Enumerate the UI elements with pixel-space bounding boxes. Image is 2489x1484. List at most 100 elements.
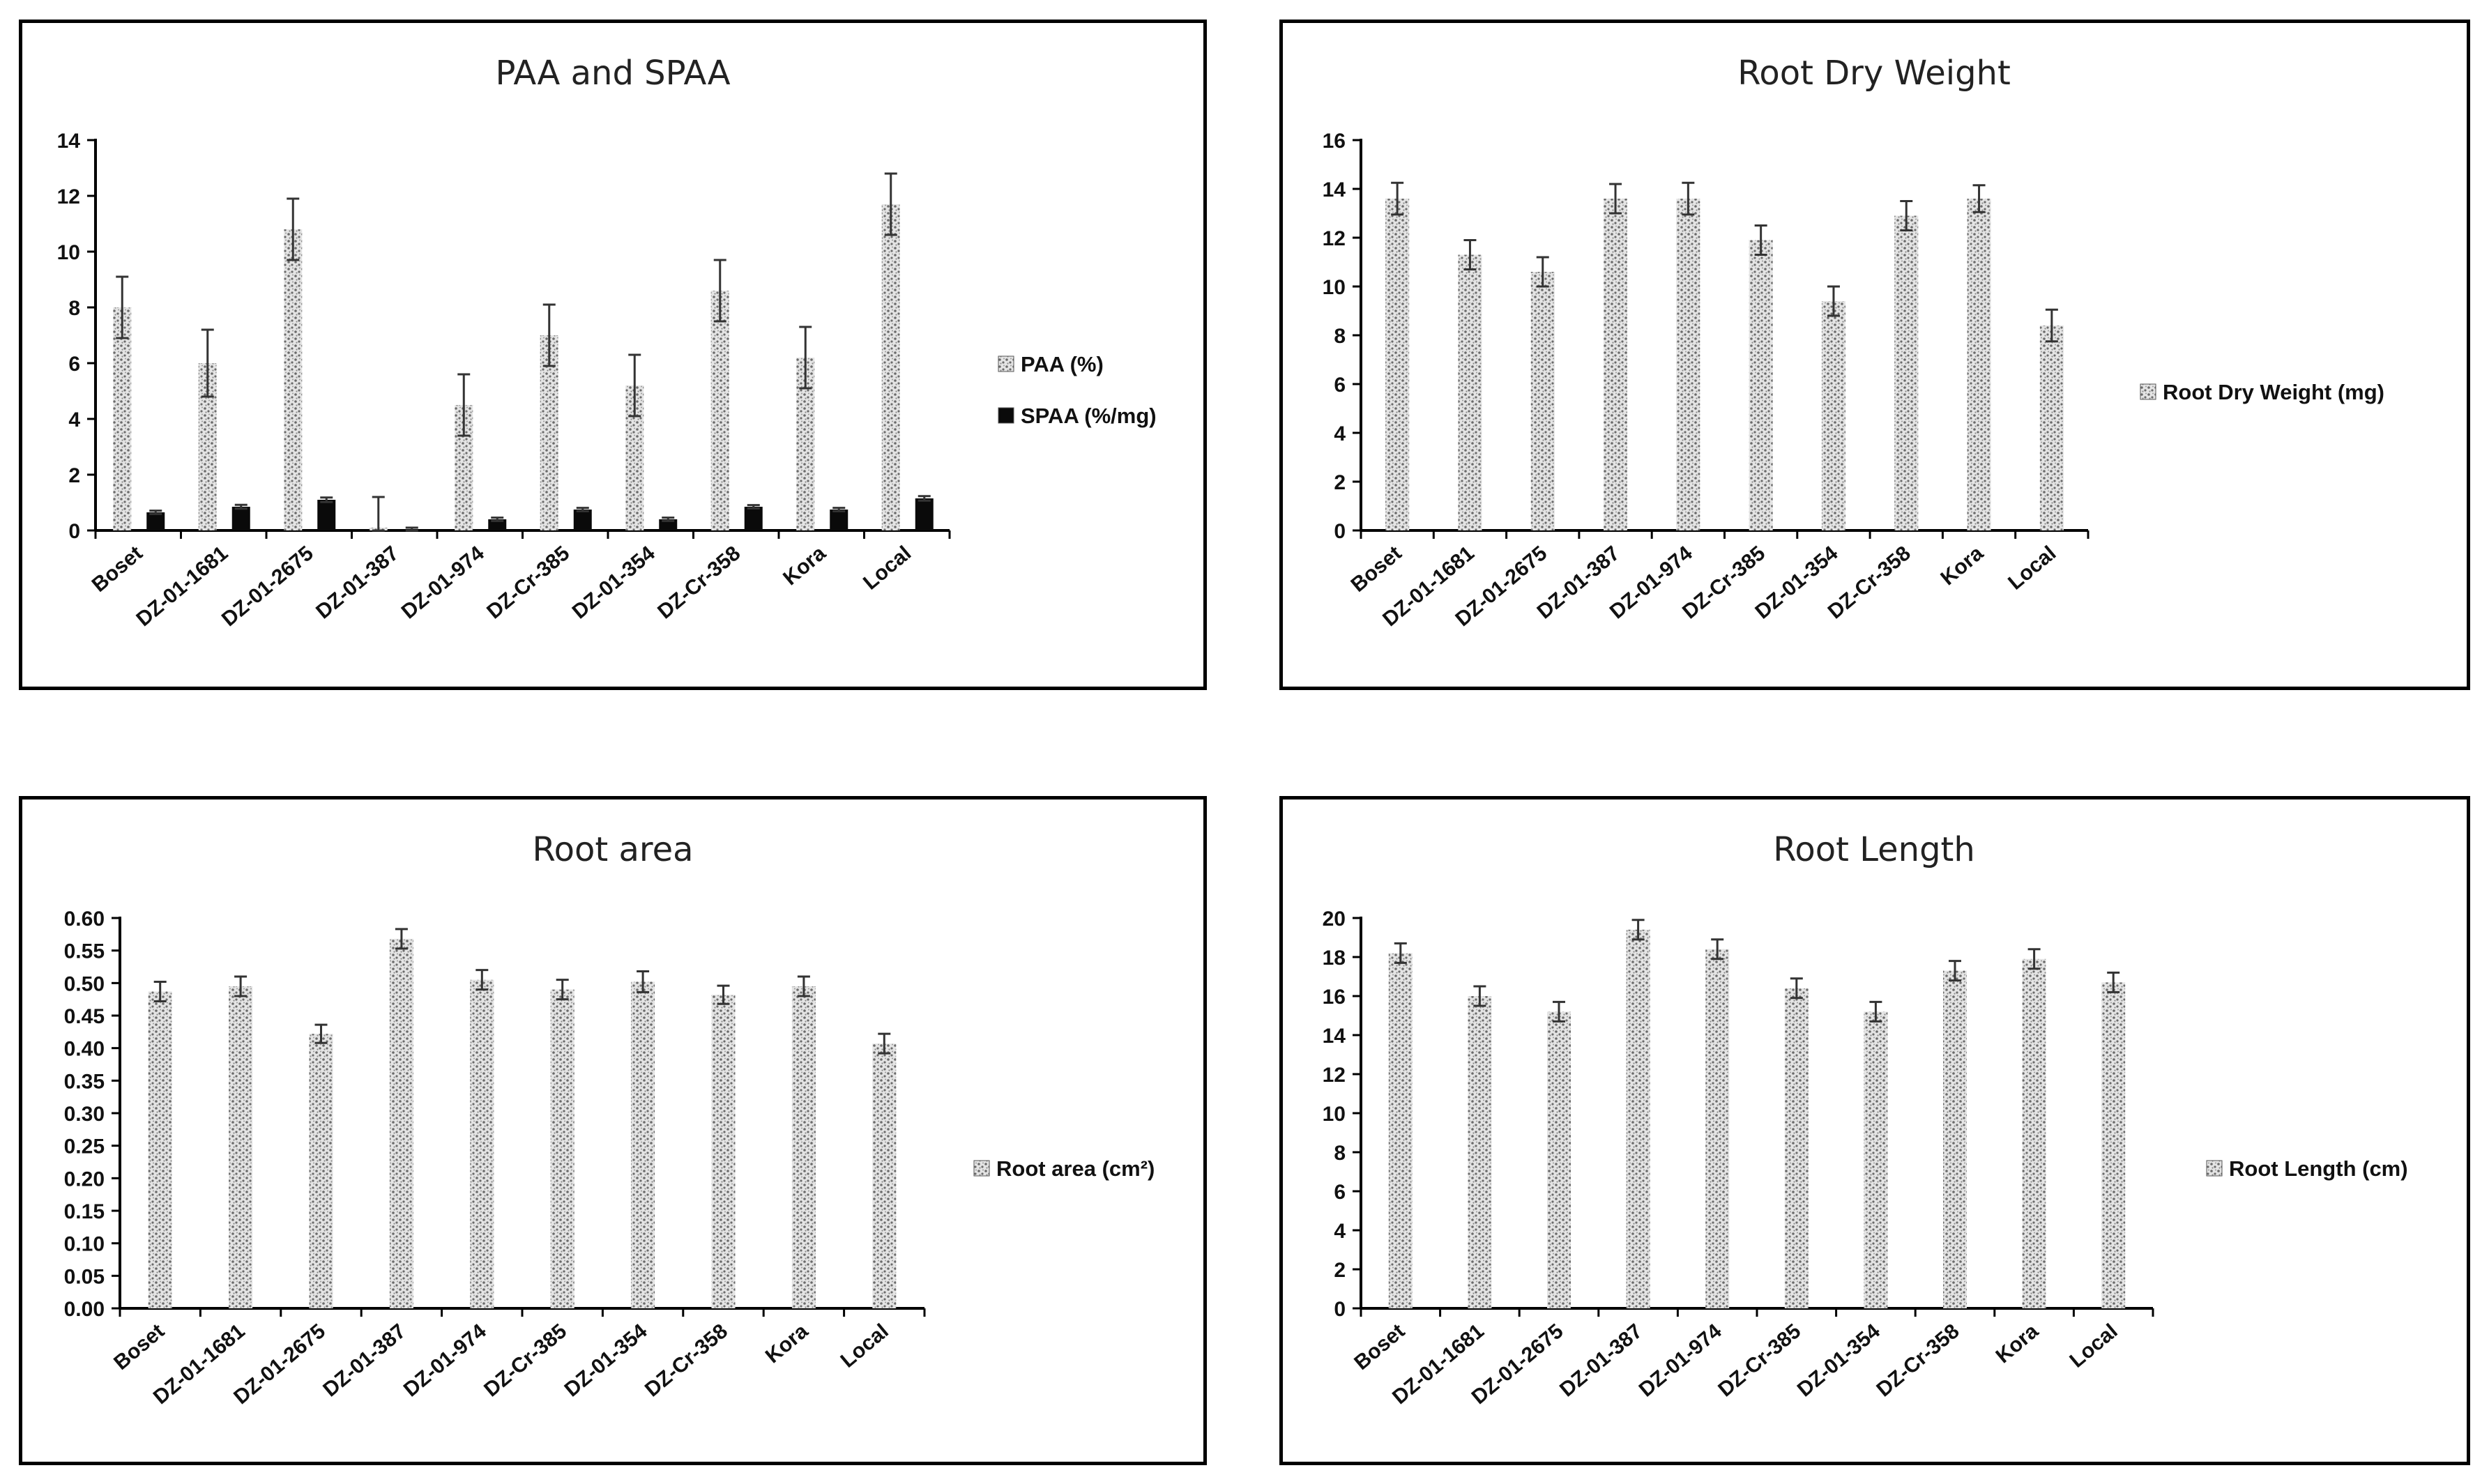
x-category-label: DZ-01-974 <box>397 542 489 624</box>
bar <box>317 500 336 530</box>
error-bar <box>372 496 385 532</box>
legend-swatch <box>998 407 1014 424</box>
bar <box>1864 1011 1888 1308</box>
bar <box>711 995 736 1308</box>
error-bar <box>878 1032 891 1055</box>
x-category-label: Local <box>837 1319 893 1372</box>
bar <box>2101 982 2126 1308</box>
chart-panel-root-area: Root area 0.00 0.05 0.10 0.15 0.20 0.25 0.30 0.3… <box>19 796 1207 1465</box>
bar <box>1749 240 1773 530</box>
y-tick-label: 4 <box>1334 422 1346 445</box>
bar <box>1943 970 1967 1308</box>
error-bar <box>918 495 931 502</box>
y-tick-label: 0.40 <box>64 1038 105 1061</box>
error-bar <box>542 303 556 367</box>
bar <box>1604 199 1628 530</box>
bar <box>148 991 172 1308</box>
y-tick-label: 16 <box>1323 986 1346 1009</box>
bar <box>830 510 848 530</box>
x-category-label: Kora <box>1936 542 1988 590</box>
x-category-label: DZ-01-354 <box>568 542 660 624</box>
error-bar <box>234 975 248 997</box>
chart-title: Root Length <box>1773 830 1975 869</box>
y-tick-label: 8 <box>1334 1142 1346 1165</box>
error-bar <box>457 373 471 437</box>
y-tick-label: 10 <box>57 241 80 264</box>
error-bar <box>1949 960 1961 982</box>
bar <box>1821 301 1845 530</box>
y-tick-label: 12 <box>57 185 80 208</box>
error-bar <box>1711 938 1724 961</box>
y-tick-label: 10 <box>1323 1103 1346 1126</box>
error-bar <box>662 517 675 522</box>
error-bar <box>2107 971 2120 993</box>
y-tick-label: 14 <box>57 130 81 153</box>
error-bar <box>1609 183 1622 215</box>
chart-svg: PAA and SPAA02468101214BosetDZ-01-1681DZ… <box>57 54 1157 631</box>
x-category-label: DZ-Cr-385 <box>1714 1319 1805 1401</box>
x-category-label: DZ-01-387 <box>319 1319 410 1401</box>
x-category-label: Kora <box>1992 1319 2043 1368</box>
error-bar <box>1553 1000 1565 1023</box>
y-tick-label: 10 <box>1323 276 1346 299</box>
bar <box>573 510 592 530</box>
bar <box>1388 953 1413 1308</box>
error-bar <box>201 328 214 398</box>
chart-panel-root-length: Root Length 0 2 4 6 8 10 12 14 16 18 20 Boset DZ-01-1… <box>1279 796 2470 1465</box>
chart-panel-paa-spaa: PAA and SPAA 0 2 4 6 8 10 12 14 Boset DZ-01-1681 DZ… <box>19 20 1207 690</box>
bar <box>1468 996 1492 1308</box>
error-bar <box>1972 184 1986 213</box>
chart-title: PAA and SPAA <box>495 54 730 93</box>
error-bar <box>1754 224 1767 256</box>
bar <box>881 204 900 530</box>
x-category-label: Boset <box>88 542 147 597</box>
x-category-label: Kora <box>761 1319 813 1368</box>
bar <box>1626 929 1650 1308</box>
legend-swatch <box>998 355 1014 372</box>
error-bar <box>475 969 489 991</box>
y-tick-label: 8 <box>68 297 80 320</box>
bar <box>1530 272 1555 530</box>
bar <box>2022 958 2046 1308</box>
error-bar <box>1631 919 1645 941</box>
legend-label: Root Length (cm) <box>2229 1156 2408 1181</box>
x-category-label: DZ-01-974 <box>399 1319 491 1402</box>
y-tick-label: 0.05 <box>64 1265 105 1288</box>
error-bar <box>1869 1000 1882 1023</box>
y-tick-label: 12 <box>1323 1064 1346 1087</box>
error-bar <box>2045 308 2058 343</box>
bar <box>231 507 250 530</box>
legend-label: SPAA (%/mg) <box>1021 404 1157 428</box>
error-bar <box>153 980 167 1002</box>
y-tick-label: 6 <box>68 353 80 376</box>
bar <box>872 1043 897 1308</box>
x-category-label: Boset <box>1350 1319 1409 1375</box>
y-tick-label: 14 <box>1323 1025 1346 1048</box>
bar <box>710 291 729 530</box>
bar <box>1784 988 1809 1308</box>
x-category-label: DZ-01-2675 <box>218 542 318 631</box>
bar <box>488 519 507 530</box>
error-bar <box>320 496 333 503</box>
bar <box>915 498 934 530</box>
error-bar <box>1900 200 1913 231</box>
y-tick-label: 0.30 <box>64 1103 105 1126</box>
y-tick-label: 2 <box>68 464 80 487</box>
legend-label: Root area (cm²) <box>996 1156 1155 1181</box>
bar <box>631 981 655 1308</box>
x-category-label: DZ-01-974 <box>1635 1319 1726 1402</box>
y-tick-label: 4 <box>1334 1220 1346 1243</box>
y-tick-label: 6 <box>1334 374 1346 397</box>
bar <box>550 989 574 1308</box>
x-category-label: Local <box>2065 1319 2122 1372</box>
error-bar <box>576 507 589 512</box>
bar <box>1458 254 1482 530</box>
bar <box>1547 1011 1571 1308</box>
legend-label: PAA (%) <box>1021 352 1104 376</box>
y-tick-label: 0.00 <box>64 1298 105 1321</box>
x-category-label: DZ-Cr-358 <box>1872 1319 1963 1401</box>
error-bar <box>149 510 162 515</box>
bar <box>791 986 816 1308</box>
x-category-label: DZ-01-387 <box>312 542 403 623</box>
error-bar <box>234 503 248 510</box>
